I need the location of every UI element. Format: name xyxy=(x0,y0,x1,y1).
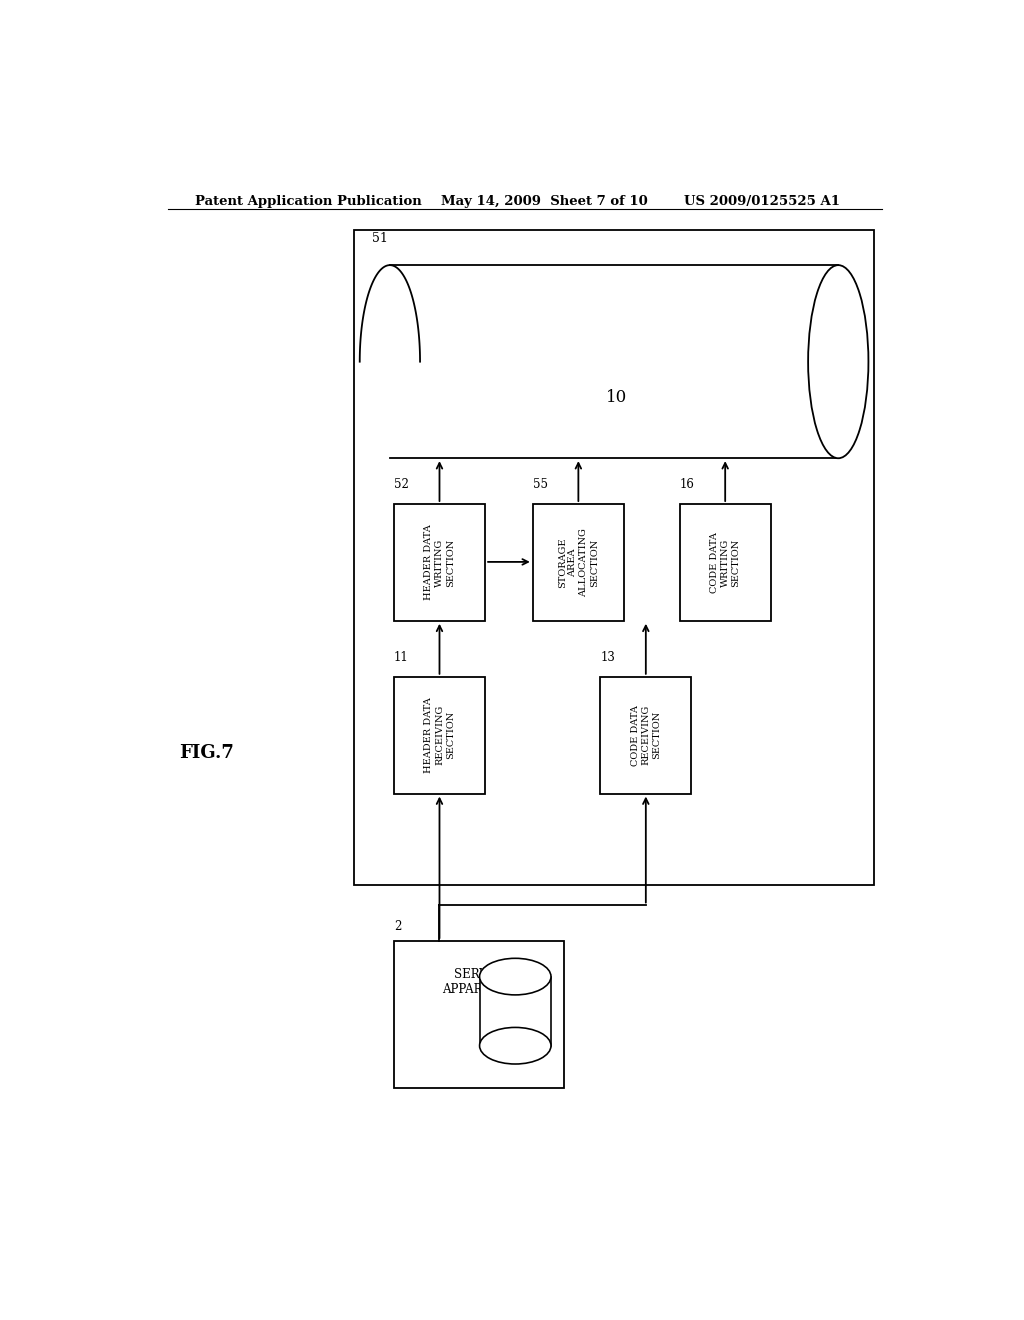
Text: 55: 55 xyxy=(532,478,548,491)
Text: May 14, 2009  Sheet 7 of 10: May 14, 2009 Sheet 7 of 10 xyxy=(441,195,648,209)
Text: 11: 11 xyxy=(394,651,409,664)
Text: 16: 16 xyxy=(680,478,694,491)
Text: 2: 2 xyxy=(394,920,401,933)
Bar xyxy=(394,677,485,793)
Text: 13: 13 xyxy=(600,651,615,664)
Text: 10: 10 xyxy=(605,389,627,405)
Text: 52: 52 xyxy=(394,478,409,491)
Text: CODE DATA
RECEIVING
SECTION: CODE DATA RECEIVING SECTION xyxy=(631,705,662,766)
Text: US 2009/0125525 A1: US 2009/0125525 A1 xyxy=(684,195,840,209)
Text: STORAGE
AREA
ALLOCATING
SECTION: STORAGE AREA ALLOCATING SECTION xyxy=(558,528,599,597)
Ellipse shape xyxy=(479,958,551,995)
Text: 51: 51 xyxy=(373,232,388,244)
Text: FIG.7: FIG.7 xyxy=(179,744,234,762)
Bar xyxy=(354,230,873,886)
Text: HEADER DATA
RECEIVING
SECTION: HEADER DATA RECEIVING SECTION xyxy=(424,697,455,774)
Bar xyxy=(532,504,624,620)
Bar xyxy=(600,677,691,793)
Ellipse shape xyxy=(479,1027,551,1064)
Ellipse shape xyxy=(808,265,868,458)
Text: HEADER DATA
WRITING
SECTION: HEADER DATA WRITING SECTION xyxy=(424,524,455,601)
Bar xyxy=(479,977,551,1045)
Bar xyxy=(390,265,839,458)
Text: SERVER
APPARATUS: SERVER APPARATUS xyxy=(442,969,516,997)
Text: Patent Application Publication: Patent Application Publication xyxy=(196,195,422,209)
Text: CODE DATA
WRITING
SECTION: CODE DATA WRITING SECTION xyxy=(710,532,740,593)
Bar xyxy=(394,941,564,1089)
Bar xyxy=(680,504,771,620)
Bar xyxy=(394,504,485,620)
